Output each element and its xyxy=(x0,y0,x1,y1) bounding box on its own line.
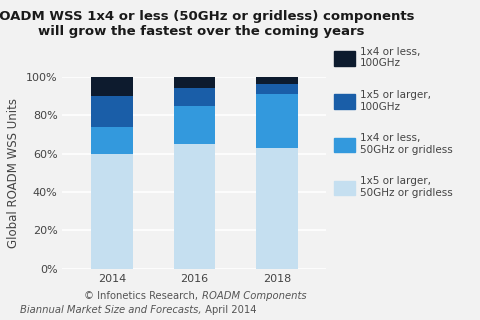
Bar xyxy=(174,106,215,144)
Bar xyxy=(256,84,298,94)
Bar xyxy=(91,154,132,269)
Bar xyxy=(174,88,215,106)
Bar xyxy=(256,94,298,148)
Text: 1x4 or less,
50GHz or gridless: 1x4 or less, 50GHz or gridless xyxy=(360,133,453,155)
Text: ROADM WSS 1x4 or less (50GHz or gridless) components
will grow the fastest over : ROADM WSS 1x4 or less (50GHz or gridless… xyxy=(0,10,414,38)
Bar xyxy=(91,77,132,96)
Bar xyxy=(91,127,132,154)
Bar xyxy=(256,77,298,84)
Text: 1x5 or larger,
100GHz: 1x5 or larger, 100GHz xyxy=(360,90,431,112)
Bar xyxy=(91,96,132,127)
Y-axis label: Global ROADM WSS Units: Global ROADM WSS Units xyxy=(7,98,20,248)
Bar xyxy=(174,144,215,269)
Text: Biannual Market Size and Forecasts,: Biannual Market Size and Forecasts, xyxy=(20,305,202,316)
Text: 1x5 or larger,
50GHz or gridless: 1x5 or larger, 50GHz or gridless xyxy=(360,176,453,198)
Bar xyxy=(174,77,215,88)
Text: April 2014: April 2014 xyxy=(202,305,256,316)
Text: ROADM Components: ROADM Components xyxy=(202,291,306,301)
Text: © Infonetics Research,: © Infonetics Research, xyxy=(84,291,202,301)
Bar xyxy=(256,148,298,269)
Text: 1x4 or less,
100GHz: 1x4 or less, 100GHz xyxy=(360,47,420,68)
